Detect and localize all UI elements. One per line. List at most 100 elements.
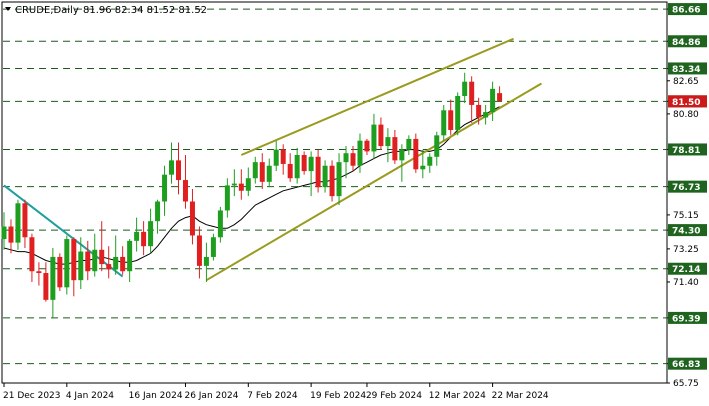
candle-body [203,256,209,266]
candle-body [371,124,377,152]
candle [427,153,433,173]
candle [259,153,265,189]
candle-body [490,88,496,113]
candle [182,155,188,209]
candle-body [252,162,258,179]
level-badge-text: 66.83 [672,360,700,370]
candle-body [224,185,230,211]
x-tick-label: 4 Jan 2024 [66,391,114,401]
candle-body [287,163,293,179]
candle-body [113,256,119,270]
level-badge-text: 76.73 [672,183,700,193]
candle [57,253,63,291]
level-badge-text: 83.34 [672,65,700,75]
candle [490,81,496,122]
candle-body [78,251,84,281]
candle-body [57,256,63,288]
candle-body [217,210,223,238]
level-badge-bg [668,180,707,193]
candle-body [476,104,482,118]
ohlc-readout: 81.96 82.34 81.52 81.52 [83,5,207,16]
level-badge-text: 74.30 [672,227,700,237]
x-tick-label: 29 Feb 2024 [366,391,422,401]
candle [287,153,293,182]
candle-body [189,201,195,236]
candle [231,169,237,197]
candle-body [155,201,161,222]
candle-body [64,239,70,288]
candle [420,149,426,179]
candle-body [434,135,440,157]
x-tick-label: 12 Mar 2024 [429,391,486,401]
candle-body [231,183,237,186]
symbol-dropdown-icon[interactable] [5,7,11,11]
candle [64,235,70,295]
candle-body [245,178,251,191]
candle-body [357,140,363,166]
candle-body [1,226,7,240]
candle [29,233,35,282]
level-badge: 69.39 [668,311,707,324]
candle [155,199,161,234]
candle-body [392,137,398,161]
candle-body [120,256,126,272]
candle-body [36,271,42,274]
candle-body [85,251,91,272]
level-badge-text: 86.66 [672,6,700,16]
level-badges: 86.66 84.86 83.34 81.50 78.81 76.73 74.30 72.14… [668,3,707,370]
candle [294,147,300,184]
x-tick-label: 26 Jan 2024 [184,391,238,401]
channel-upper-line[interactable] [240,37,514,156]
candle [43,262,49,302]
candle-body [182,180,188,202]
candle [378,117,384,150]
candle-body [169,160,175,175]
candle-body [399,149,405,161]
candle-body [294,155,300,179]
candle-body [162,174,168,202]
candle-body [329,165,335,197]
candle-body [441,110,447,136]
candle [238,169,244,200]
candle [385,128,391,163]
candle [92,233,98,277]
candle-body [127,240,133,272]
x-tick-label: 16 Jan 2024 [129,391,183,401]
candle-body [336,162,342,197]
candle [162,165,168,216]
candle-body [176,160,181,181]
level-badge-text: 78.81 [672,146,700,156]
y-tick-label: 75.15 [673,211,699,221]
candle [329,160,335,202]
candle-body [364,140,370,152]
candle-body [385,137,391,147]
candle [36,262,42,286]
y-tick-label: 73.25 [673,245,699,255]
candle [245,167,251,197]
candle-body [106,264,112,270]
x-tick-label: 22 Mar 2024 [492,391,549,401]
candle-body [427,156,433,166]
candle-body [343,153,349,163]
candle-body [273,149,279,166]
level-badge-bg [668,143,707,156]
level-badge: 78.81 [668,143,707,156]
candle [434,131,440,166]
level-badge-bg [668,35,707,48]
x-tick-label: 7 Feb 2024 [247,391,298,401]
candle [455,92,461,136]
candle-body [210,237,216,257]
candle-body [322,165,328,188]
candle-body [71,239,77,281]
candle-body [420,165,426,170]
level-badge: 66.83 [668,357,707,370]
candle [308,151,314,197]
candle [134,217,140,252]
y-tick-label: 65.75 [673,379,699,389]
candle-body [148,221,154,247]
candle-body [469,81,475,105]
candle [141,221,147,256]
candle-body [15,203,21,243]
